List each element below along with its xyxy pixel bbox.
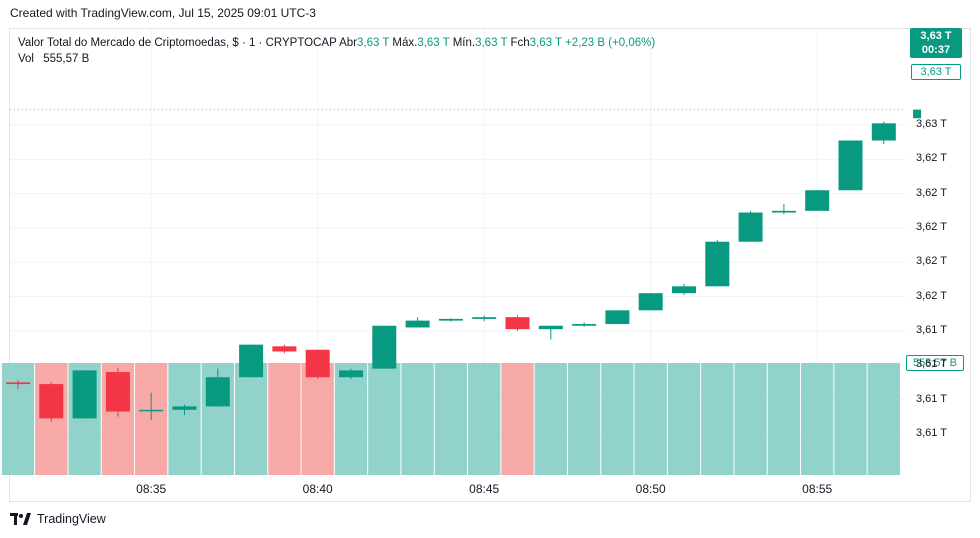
- chart-pane-border: [9, 28, 971, 502]
- candle-body: [638, 293, 663, 311]
- ohlc-legend: Valor Total do Mercado de Criptomoedas, …: [18, 35, 655, 51]
- legend-open-label: Abr: [339, 37, 357, 49]
- volume-bar: [567, 363, 601, 475]
- legend-low-value: 3,63 T: [475, 37, 508, 49]
- candle-body: [672, 286, 696, 294]
- legend-close-label: Fch: [510, 37, 530, 49]
- volume-bar: [601, 363, 634, 475]
- price-tick-label: 3,61 T: [916, 323, 947, 336]
- bar-countdown: 00:37: [921, 44, 951, 56]
- volume-bar: [834, 363, 867, 475]
- legend-low-label: Mín.: [452, 37, 476, 49]
- candle-body: [572, 324, 597, 326]
- candle-body: [438, 318, 463, 321]
- candle-body: [272, 346, 297, 352]
- candle-body: [738, 212, 763, 242]
- volume-bar: [534, 363, 567, 475]
- volume-bar: [334, 363, 368, 475]
- brand-name: TradingView: [37, 512, 106, 526]
- created-caption: Created with TradingView.com, Jul 15, 20…: [10, 6, 316, 20]
- legend-open-value: 3,63 T: [357, 37, 390, 49]
- volume-bar: [867, 363, 900, 475]
- volume-legend: Vol 555,57 B: [18, 51, 89, 67]
- candle-body: [405, 320, 430, 328]
- candle-body: [339, 370, 363, 378]
- time-tick-label: 08:35: [136, 482, 167, 496]
- volume-bar: [268, 363, 301, 475]
- candle-body: [72, 370, 97, 419]
- price-tick-label: 3,62 T: [916, 220, 947, 233]
- current-price-badge: 3,63 T 00:37: [910, 28, 962, 58]
- volume-bar: [301, 363, 334, 475]
- last-price-tag: 3,63 T: [911, 64, 961, 80]
- time-tick-label: 08:40: [302, 482, 333, 496]
- volume-bar: [701, 363, 734, 475]
- time-tick-label: 08:45: [469, 482, 500, 496]
- tradingview-branding: TradingView: [10, 512, 106, 526]
- candle-body: [239, 344, 264, 378]
- volume-bar: [767, 363, 801, 475]
- candle-body: [472, 317, 497, 319]
- price-tick-label: 3,61 T: [916, 426, 947, 439]
- candle-body: [538, 325, 563, 330]
- volume-bar: [234, 363, 268, 475]
- current-price: 3,63 T: [920, 30, 952, 42]
- candle-body: [105, 372, 130, 412]
- time-tick-label: 08:55: [802, 482, 833, 496]
- price-tick-label: 3,61 T: [916, 392, 947, 405]
- volume-bar: [667, 363, 701, 475]
- candle-body: [913, 109, 922, 119]
- volume-bar: [434, 363, 468, 475]
- volume-bar: [501, 363, 534, 475]
- candle-body: [771, 210, 796, 213]
- candle-body: [805, 190, 830, 211]
- candle-body: [205, 377, 230, 407]
- volume-legend-label: Vol: [18, 53, 34, 65]
- price-tick-label: 3,62 T: [916, 152, 947, 165]
- legend-high-value: 3,63 T: [417, 37, 450, 49]
- candle-body: [39, 384, 64, 419]
- candle-body: [605, 310, 630, 325]
- candle-body: [139, 409, 164, 412]
- volume-value-tag: 555,57 B: [906, 355, 964, 371]
- volume-bar: [168, 363, 201, 475]
- volume-bar: [734, 363, 767, 475]
- price-tick-label: 3,62 T: [916, 289, 947, 302]
- candle-body: [6, 382, 30, 385]
- time-tick-label: 08:50: [635, 482, 666, 496]
- volume-bar: [634, 363, 667, 475]
- volume-legend-value: 555,57 B: [43, 53, 90, 65]
- legend-change: +2,23 B (+0,06%): [565, 37, 656, 49]
- candle-body: [705, 241, 730, 287]
- volume-bar: [468, 363, 501, 475]
- price-tick-label: 3,62 T: [916, 186, 947, 199]
- tradingview-logo-icon: [10, 513, 31, 525]
- volume-bar: [1, 363, 35, 475]
- price-tick-label: 3,61 T: [916, 358, 947, 371]
- candle-body: [871, 123, 896, 141]
- price-tick-label: 3,62 T: [916, 255, 947, 268]
- volume-bar: [801, 363, 834, 475]
- legend-high-label: Máx.: [392, 37, 418, 49]
- candle-body: [372, 325, 397, 369]
- candle-body: [172, 406, 197, 410]
- price-tick-label: 3,63 T: [916, 118, 947, 131]
- legend-close-value: 3,63 T: [529, 37, 562, 49]
- candle-body: [505, 317, 530, 330]
- candle-body: [838, 140, 863, 191]
- volume-bar: [368, 363, 401, 475]
- legend-title: Valor Total do Mercado de Criptomoedas, …: [18, 37, 337, 49]
- volume-bar: [401, 363, 434, 475]
- candle-body: [305, 349, 330, 378]
